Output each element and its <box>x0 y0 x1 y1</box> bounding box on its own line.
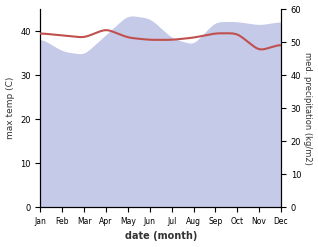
Y-axis label: max temp (C): max temp (C) <box>5 77 15 139</box>
X-axis label: date (month): date (month) <box>125 231 197 242</box>
Y-axis label: med. precipitation (kg/m2): med. precipitation (kg/m2) <box>303 52 313 165</box>
